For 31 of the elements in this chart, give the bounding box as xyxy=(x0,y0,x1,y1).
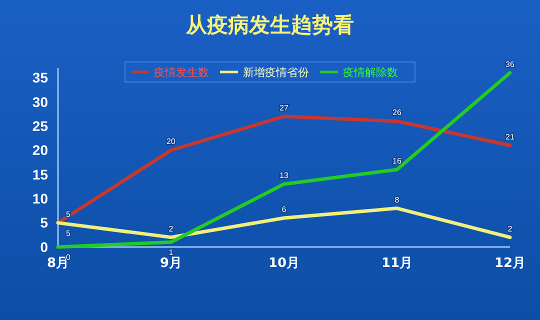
data-label: 2 xyxy=(508,224,513,234)
x-tick-label: 12月 xyxy=(494,256,526,271)
data-label: 1 xyxy=(168,248,174,258)
line-series xyxy=(56,206,512,240)
x-tick-label: 10月 xyxy=(268,256,300,271)
y-tick-label: 20 xyxy=(32,142,48,158)
data-label: 36 xyxy=(506,60,515,69)
x-tick-label: 11月 xyxy=(381,256,413,271)
data-label: 20 xyxy=(166,137,176,146)
y-tick-label: 5 xyxy=(40,214,48,231)
legend-label: 疫情发生数 xyxy=(154,66,209,79)
data-label: 21 xyxy=(506,132,515,142)
data-label: 0 xyxy=(66,253,71,262)
data-label: 5 xyxy=(66,228,71,238)
data-label: 8 xyxy=(394,195,400,204)
data-label: 27 xyxy=(280,103,289,112)
chart-title: 从疫病发生趋势看 xyxy=(185,13,354,37)
y-tick-label: 15 xyxy=(32,166,48,182)
y-tick-label: 30 xyxy=(32,94,48,110)
data-label: 6 xyxy=(282,204,287,214)
legend-label: 新增疫情省份 xyxy=(243,66,309,79)
data-label: 16 xyxy=(392,156,402,166)
y-tick-label: 25 xyxy=(32,118,48,134)
y-tick-label: 0 xyxy=(40,238,48,255)
y-tick-label: 35 xyxy=(32,70,48,86)
y-tick-label: 10 xyxy=(32,190,48,207)
x-tick-label: 9月 xyxy=(160,256,182,271)
data-label: 26 xyxy=(392,108,402,118)
legend-label: 疫情解除数 xyxy=(343,66,398,79)
data-label: 2 xyxy=(168,224,174,234)
data-label: 13 xyxy=(280,171,289,180)
